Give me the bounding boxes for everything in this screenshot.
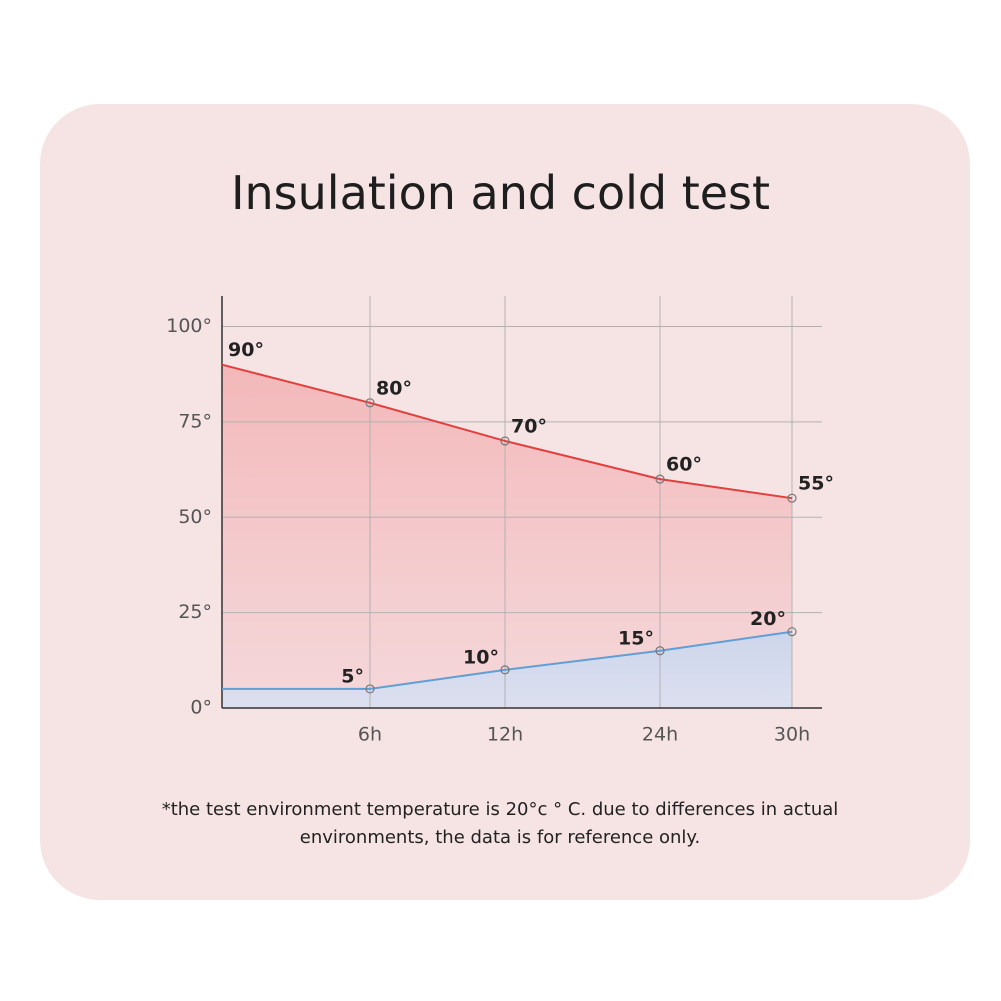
area <box>222 364 792 708</box>
y-tick-label: 75° <box>178 410 212 432</box>
y-tick-label: 100° <box>166 315 212 337</box>
marker <box>787 627 797 637</box>
x-tick-label: 6h <box>358 724 382 746</box>
value-label: 70° <box>511 415 547 437</box>
marker <box>655 646 665 656</box>
marker <box>365 398 375 408</box>
value-label: 90° <box>228 339 264 361</box>
value-label: 5° <box>341 665 364 687</box>
line <box>222 630 793 690</box>
footnote-line: environments, the data is for reference … <box>299 827 701 848</box>
y-tick-label: 25° <box>178 601 212 623</box>
x-tick-label: 12h <box>487 724 523 746</box>
value-label: 10° <box>463 646 499 668</box>
footnote: *the test environment temperature is 20°… <box>130 796 870 852</box>
marker <box>365 684 375 694</box>
y-tick-label: 50° <box>178 506 212 528</box>
value-label: 80° <box>376 377 412 399</box>
line <box>221 363 793 500</box>
value-label: 55° <box>798 473 834 495</box>
marker <box>787 493 797 503</box>
value-label: 20° <box>750 608 786 630</box>
value-label: 60° <box>666 454 702 476</box>
value-label: 15° <box>618 627 654 649</box>
x-tick-label: 24h <box>642 724 678 746</box>
marker <box>500 436 510 446</box>
marker <box>655 474 665 484</box>
marker <box>500 665 510 675</box>
chart-title: Insulation and cold test <box>230 166 771 220</box>
footnote-line: *the test environment temperature is 20°… <box>161 799 839 820</box>
y-tick-label: 0° <box>190 697 212 719</box>
x-tick-label: 30h <box>774 724 810 746</box>
